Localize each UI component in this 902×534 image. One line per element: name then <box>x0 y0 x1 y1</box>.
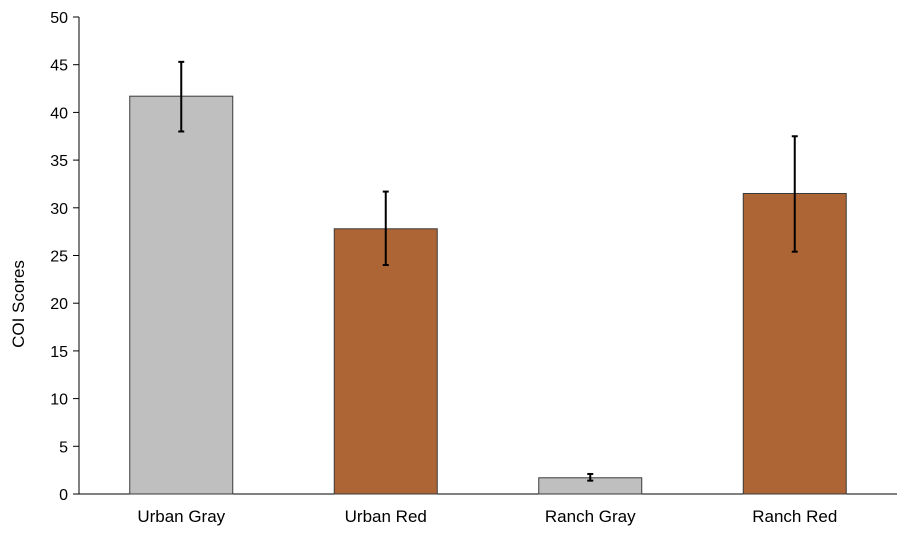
y-tick-label: 30 <box>50 201 68 218</box>
error-bars <box>178 60 798 482</box>
y-tick-label: 50 <box>50 10 68 27</box>
y-tick-label: 25 <box>50 249 68 266</box>
x-axis: Urban Gray Urban Red Ranch Gray Ranch Red <box>79 493 897 526</box>
y-tick-label: 40 <box>50 105 68 122</box>
bars <box>129 95 847 495</box>
y-tick-label: 5 <box>59 439 68 456</box>
y-tick-label: 35 <box>50 153 68 170</box>
y-tick-label: 45 <box>50 58 68 75</box>
x-tick-label: Ranch Red <box>752 507 837 526</box>
y-tick-label: 15 <box>50 344 68 361</box>
y-tick-label: 0 <box>59 487 68 504</box>
x-tick-label: Urban Red <box>345 507 427 526</box>
bar <box>129 95 234 495</box>
y-tick-label: 20 <box>50 296 68 313</box>
y-axis-label: COI Scores <box>9 260 28 348</box>
y-tick-label: 10 <box>50 392 68 409</box>
x-tick-label: Urban Gray <box>137 507 225 526</box>
x-tick-label: Ranch Gray <box>545 507 636 526</box>
y-axis: 0 5 10 15 20 25 30 35 40 45 50 <box>50 10 80 504</box>
bar <box>333 228 438 495</box>
